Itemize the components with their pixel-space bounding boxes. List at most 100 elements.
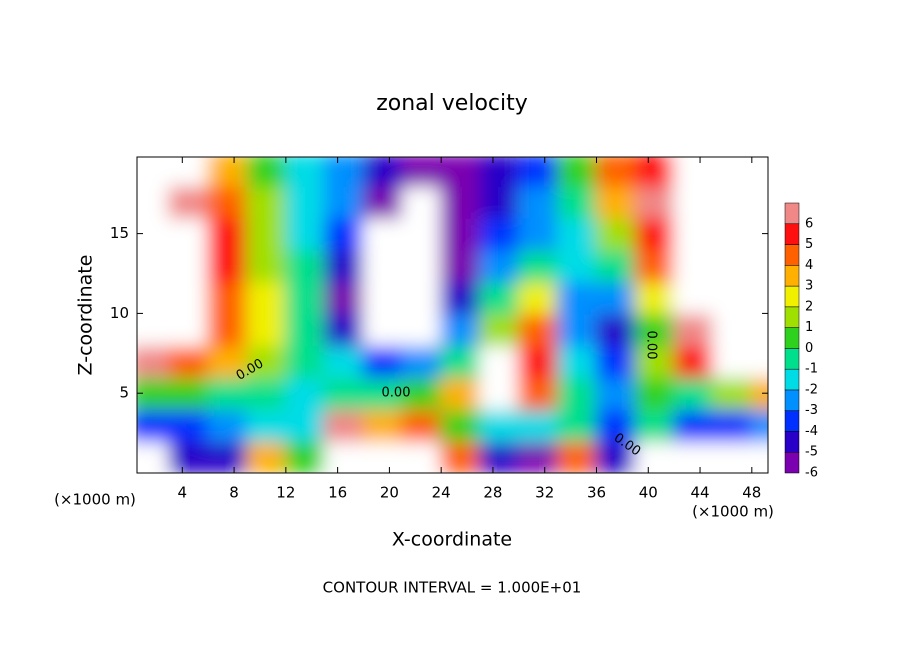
- x-tick-label: 16: [328, 484, 347, 502]
- cells: [137, 157, 768, 473]
- cell: [323, 312, 365, 347]
- x-tick-label: 8: [229, 484, 239, 502]
- cell: [634, 248, 676, 283]
- cell: [284, 280, 326, 315]
- cell: [750, 344, 768, 379]
- cell: [479, 184, 520, 219]
- cell: [556, 408, 598, 443]
- cell: [711, 216, 753, 251]
- cell: [362, 344, 404, 379]
- colorbar-label: 6: [805, 216, 813, 231]
- cell: [595, 344, 637, 379]
- cell: [401, 248, 443, 283]
- colorbar-swatch: [784, 410, 800, 432]
- colorbar-swatch: [784, 348, 800, 370]
- colorbar-swatch: [784, 327, 800, 349]
- colorbar-label: -3: [805, 403, 818, 418]
- cell: [673, 280, 714, 315]
- cell: [750, 312, 768, 347]
- cell: [207, 312, 249, 347]
- colorbar-label: 5: [805, 237, 813, 252]
- cell: [284, 376, 326, 411]
- cell: [323, 248, 365, 283]
- cell: [517, 248, 559, 283]
- cell: [595, 312, 637, 347]
- x-tick-label: 44: [690, 484, 709, 502]
- cell: [362, 440, 404, 473]
- cell: [673, 248, 714, 283]
- cell: [168, 376, 210, 411]
- cell: [517, 440, 559, 473]
- cell: [673, 440, 714, 473]
- cell: [556, 157, 598, 187]
- cell: [362, 184, 404, 219]
- cell: [246, 157, 287, 187]
- y-tick-label: 5: [119, 384, 129, 402]
- cell: [479, 216, 520, 251]
- cell: [246, 376, 287, 411]
- y-tick-label: 10: [110, 304, 129, 322]
- cell: [517, 184, 559, 219]
- cell: [137, 440, 171, 473]
- cell: [634, 344, 676, 379]
- cell: [634, 376, 676, 411]
- plot-frame: [136, 156, 769, 474]
- cell: [168, 157, 210, 187]
- cell: [440, 157, 482, 187]
- cell: [440, 216, 482, 251]
- cell: [711, 408, 753, 443]
- cell: [673, 408, 714, 443]
- cell: [634, 312, 676, 347]
- cell: [284, 344, 326, 379]
- cell: [556, 440, 598, 473]
- cell: [711, 376, 753, 411]
- cell: [595, 216, 637, 251]
- x-tick-label: 40: [639, 484, 658, 502]
- x-tick-label: 24: [432, 484, 451, 502]
- cell: [137, 280, 171, 315]
- cell: [595, 184, 637, 219]
- cell: [401, 280, 443, 315]
- cell: [207, 248, 249, 283]
- cell: [750, 216, 768, 251]
- cell: [246, 344, 287, 379]
- cell: [479, 280, 520, 315]
- colorbar-swatch: [784, 223, 800, 245]
- x-unit-label: (×1000 m): [692, 503, 774, 521]
- cell: [323, 376, 365, 411]
- cell: [362, 312, 404, 347]
- cell: [634, 280, 676, 315]
- cell: [207, 344, 249, 379]
- cell: [362, 248, 404, 283]
- colorbar-label: -5: [805, 445, 818, 460]
- cell: [479, 408, 520, 443]
- cell: [517, 408, 559, 443]
- x-tick-label: 48: [742, 484, 761, 502]
- cell: [673, 312, 714, 347]
- colorbar-label: 4: [805, 258, 813, 273]
- cell: [440, 408, 482, 443]
- cell: [137, 184, 171, 219]
- cell: [517, 216, 559, 251]
- cell: [517, 312, 559, 347]
- cell: [556, 344, 598, 379]
- contour-label: 0.00: [382, 386, 411, 401]
- cell: [168, 344, 210, 379]
- cell: [440, 184, 482, 219]
- cell: [595, 157, 637, 187]
- cell: [595, 280, 637, 315]
- cell: [168, 216, 210, 251]
- cell: [323, 184, 365, 219]
- colorbar-label: -6: [805, 466, 818, 481]
- cell: [673, 157, 714, 187]
- colorbar-swatch: [784, 389, 800, 411]
- cell: [556, 312, 598, 347]
- cell: [207, 408, 249, 443]
- x-tick-label: 20: [380, 484, 399, 502]
- cell: [137, 216, 171, 251]
- x-tick-label: 12: [276, 484, 295, 502]
- cell: [246, 408, 287, 443]
- contour-label: 0.00: [644, 331, 659, 360]
- colorbar-swatch: [784, 306, 800, 328]
- cell: [323, 216, 365, 251]
